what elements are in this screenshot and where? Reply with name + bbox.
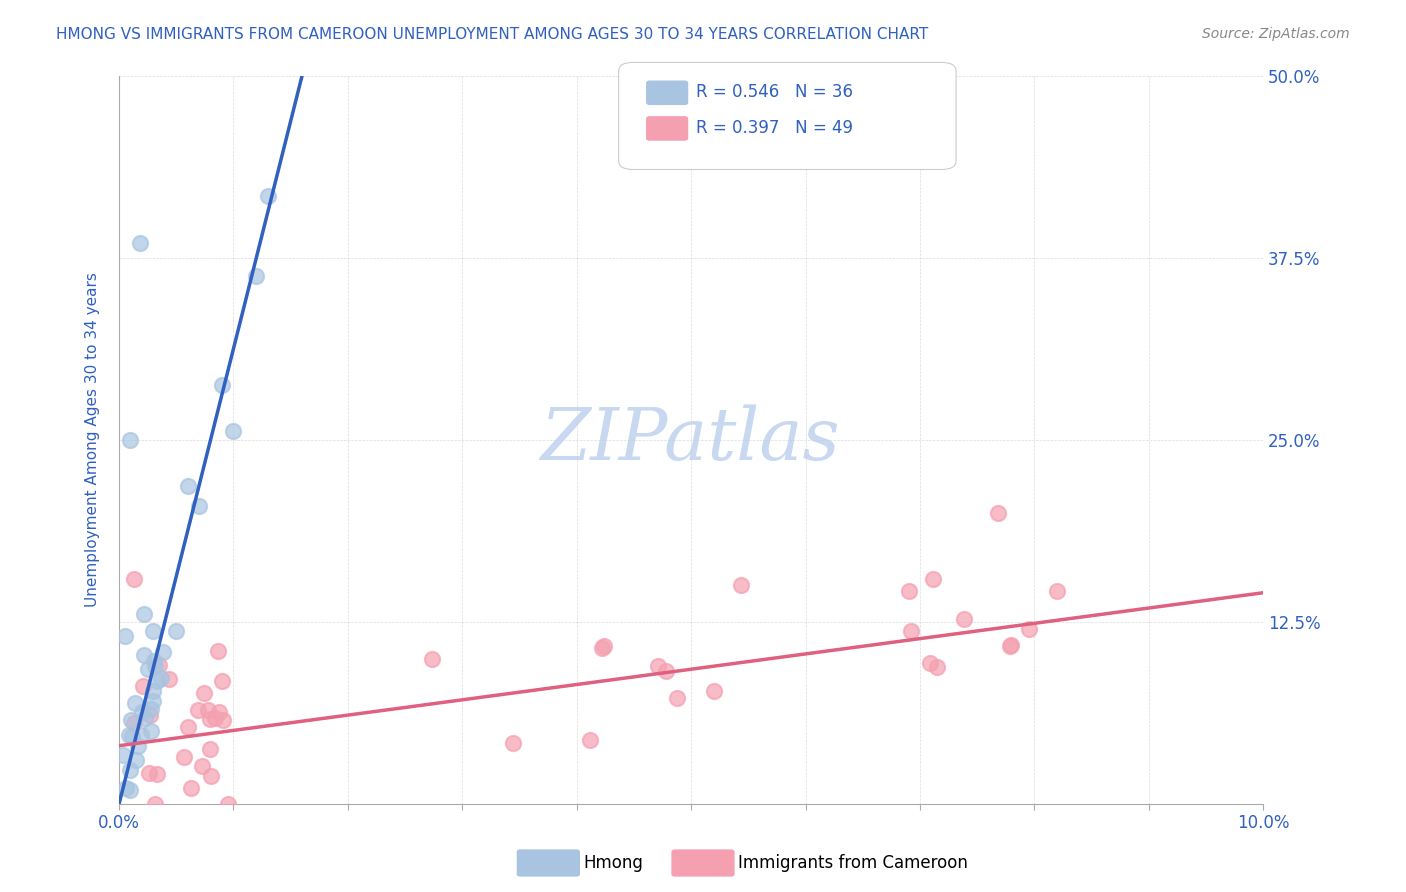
Point [120, 433, 142, 447]
Point [148, 658, 170, 673]
Text: HMONG VS IMMIGRANTS FROM CAMEROON UNEMPLOYMENT AMONG AGES 30 TO 34 YEARS CORRELA: HMONG VS IMMIGRANTS FROM CAMEROON UNEMPL… [56, 27, 928, 42]
Point [138, 765, 160, 780]
Point [578, 733, 600, 747]
Point [200, 769, 222, 783]
Point [1045, 584, 1067, 599]
Point [134, 711, 156, 725]
Point [177, 720, 200, 734]
Point [591, 640, 613, 655]
Point [142, 684, 165, 698]
Point [114, 629, 136, 643]
Point [654, 664, 676, 678]
Point [703, 684, 725, 698]
Point [256, 188, 278, 202]
Point [134, 607, 156, 622]
Point [188, 499, 211, 513]
Text: R = 0.546   N = 36: R = 0.546 N = 36 [696, 83, 853, 101]
Text: Source: ZipAtlas.com: Source: ZipAtlas.com [1202, 27, 1350, 41]
Text: Hmong: Hmong [583, 854, 644, 871]
Point [187, 703, 209, 717]
Point [420, 652, 443, 666]
Point [142, 694, 165, 708]
Point [922, 572, 945, 586]
Point [118, 783, 141, 797]
Point [115, 781, 138, 796]
Point [125, 753, 148, 767]
Point [952, 612, 974, 626]
Point [897, 584, 920, 599]
Point [117, 728, 139, 742]
Point [165, 624, 187, 639]
Point [666, 690, 689, 705]
Point [198, 742, 221, 756]
Point [124, 696, 146, 710]
Point [200, 712, 222, 726]
Point [647, 659, 669, 673]
Point [998, 639, 1021, 653]
Point [143, 655, 166, 669]
Text: ZIPatlas: ZIPatlas [541, 404, 841, 475]
Point [180, 780, 202, 795]
Point [245, 268, 267, 283]
Point [502, 736, 524, 750]
Point [143, 658, 166, 673]
Point [142, 624, 165, 638]
Point [211, 378, 233, 392]
Point [122, 715, 145, 730]
Point [150, 671, 173, 685]
Point [146, 674, 169, 689]
Point [121, 729, 143, 743]
Point [217, 797, 239, 811]
Point [139, 707, 162, 722]
Point [900, 624, 922, 638]
Point [204, 711, 226, 725]
Point [222, 425, 245, 439]
Point [127, 739, 149, 754]
Point [120, 763, 142, 777]
Point [132, 648, 155, 662]
Text: R = 0.397   N = 49: R = 0.397 N = 49 [696, 119, 853, 136]
Point [131, 679, 153, 693]
Point [128, 235, 150, 250]
Point [145, 766, 167, 780]
Point [1000, 638, 1022, 652]
Point [131, 706, 153, 720]
Point [193, 685, 215, 699]
Point [927, 660, 949, 674]
Point [152, 645, 174, 659]
Point [207, 644, 229, 658]
Y-axis label: Unemployment Among Ages 30 to 34 years: Unemployment Among Ages 30 to 34 years [86, 272, 100, 607]
Point [918, 657, 941, 671]
Point [1018, 622, 1040, 636]
Point [197, 703, 219, 717]
Point [212, 713, 235, 727]
Point [120, 713, 142, 727]
Point [190, 759, 212, 773]
Text: Immigrants from Cameroon: Immigrants from Cameroon [738, 854, 967, 871]
Point [208, 705, 231, 719]
Point [987, 506, 1010, 520]
Point [159, 672, 181, 686]
Point [138, 662, 160, 676]
Point [176, 478, 198, 492]
Point [139, 724, 162, 739]
Point [129, 728, 152, 742]
Point [730, 577, 752, 591]
Point [173, 750, 195, 764]
Point [211, 673, 233, 688]
Point [593, 640, 616, 654]
Point [122, 572, 145, 586]
Point [141, 702, 163, 716]
Point [143, 797, 166, 811]
Point [111, 747, 134, 762]
